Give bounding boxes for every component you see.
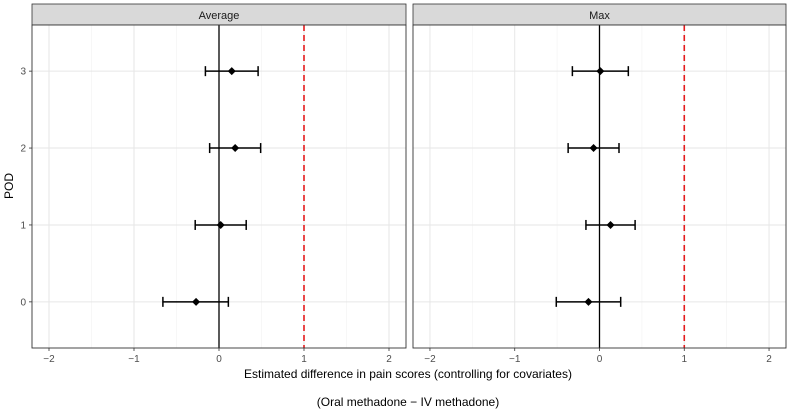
x-tick-label: 1	[301, 354, 307, 365]
facet-strip-label: Max	[589, 10, 610, 22]
facet-strip-label: Average	[199, 10, 240, 22]
x-tick-label: 0	[597, 354, 603, 365]
point-estimate	[231, 144, 240, 153]
facet-average: Average −2 −1 0 1 2	[31, 3, 407, 365]
x-tick-label: −2	[43, 354, 55, 365]
point-estimate	[596, 67, 605, 76]
point-estimate	[216, 220, 225, 229]
point-estimate	[227, 67, 236, 76]
x-tick-label: 2	[386, 354, 392, 365]
x-axis-subtitle: (Oral methadone − IV methadone)	[317, 395, 499, 409]
x-tick-label: 2	[766, 354, 772, 365]
x-tick-label: −2	[424, 354, 436, 365]
y-axis-title: POD	[2, 173, 16, 199]
point-estimate	[606, 220, 615, 229]
facet-max: Max −2 −1 0 1 2	[412, 3, 787, 365]
point-estimate	[192, 297, 201, 306]
point-estimate	[584, 297, 593, 306]
y-tick-label: 2	[20, 144, 26, 155]
facet-panels: Average −2 −1 0 1 2 Max −2 −1 0 1 2	[31, 3, 787, 365]
x-tick-label: −1	[509, 354, 521, 365]
y-tick-label: 3	[20, 67, 26, 78]
y-axis: 0 1 2 3	[20, 67, 32, 308]
x-axis-title: Estimated difference in pain scores (con…	[244, 367, 572, 381]
point-estimate	[589, 144, 598, 153]
y-tick-label: 1	[20, 220, 26, 231]
x-tick-label: 1	[681, 354, 687, 365]
x-tick-label: −1	[128, 354, 140, 365]
y-tick-label: 0	[20, 297, 26, 308]
x-tick-label: 0	[216, 354, 222, 365]
